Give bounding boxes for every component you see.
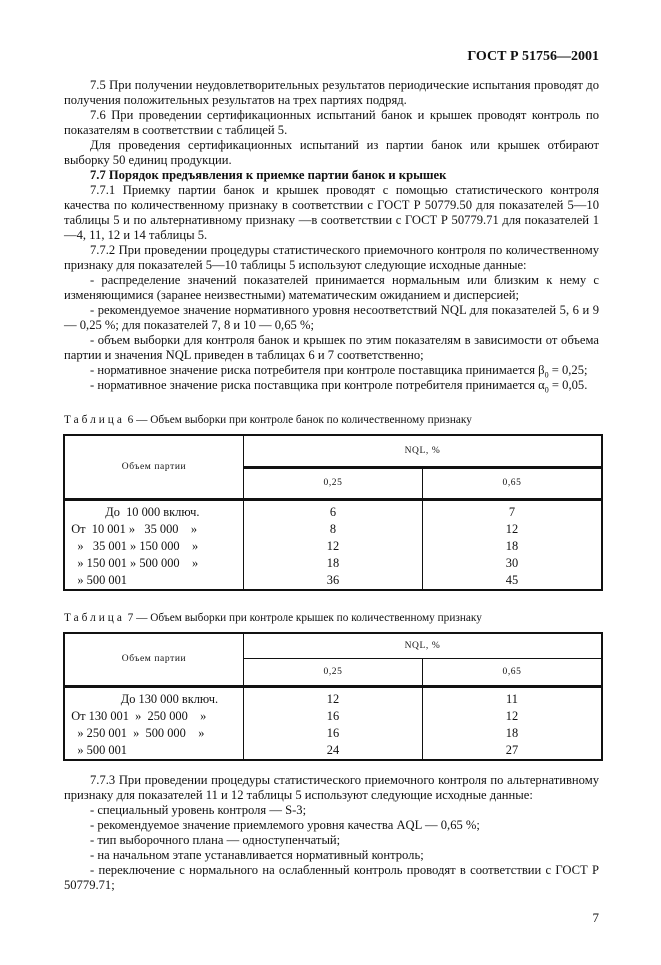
page-number: 7	[592, 910, 600, 925]
paragraph: 7.6 При проведении сертификационных испы…	[64, 108, 599, 137]
body-text-bottom: 7.7.3 При проведении процедуры статистич…	[64, 773, 599, 893]
sample-size-cell: 18	[243, 555, 423, 572]
nql-value: 0,65	[422, 658, 603, 688]
sample-size-cell: 12	[422, 521, 603, 538]
paragraph: - на начальном этапе устанавливается нор…	[90, 848, 424, 862]
sample-size-cell: 16	[243, 708, 423, 725]
paragraph: - тип выборочного плана — одноступенчаты…	[90, 833, 341, 847]
paragraph: 7.5 При получении неудовлетворительных р…	[64, 78, 599, 107]
table-row: » 35 001 » 150 000 » 12 18	[63, 538, 603, 555]
paragraph: - объем выборки для контроля банок и кры…	[64, 333, 599, 362]
paragraph: - рекомендуемое значение нормативного ур…	[64, 303, 599, 332]
table-row: » 500 001 36 45	[63, 572, 603, 590]
col-header-lot: Объем партии	[63, 435, 244, 501]
lot-size-cell: До 130 000 включ.	[63, 686, 244, 708]
sample-size-cell: 45	[422, 572, 603, 590]
sample-size-cell: 7	[422, 499, 603, 521]
table-row: До 10 000 включ. 6 7	[63, 499, 603, 521]
table6-caption: Таблица 6 — Объем выборки при контроле б…	[64, 414, 472, 426]
lot-size-cell: » 150 001 » 500 000 »	[63, 555, 244, 572]
sample-size-cell: 18	[422, 725, 603, 742]
paragraph: 7.7.1 Приемку партии банок и крышек пров…	[64, 183, 599, 242]
paragraph: - специальный уровень контроля — S-3;	[90, 803, 307, 817]
sample-size-cell: 6	[243, 499, 423, 521]
sample-size-cell: 30	[422, 555, 603, 572]
paragraph: Для проведения сертификационных испытани…	[64, 138, 599, 167]
nql-value: 0,65	[422, 467, 603, 501]
table-row: » 250 001 » 500 000 » 16 18	[63, 725, 603, 742]
lot-size-cell: От 10 001 » 35 000 »	[63, 521, 244, 538]
table6: Объем партии NQL, % 0,25 0,65 До 10 000 …	[63, 434, 603, 591]
sample-size-cell: 11	[422, 686, 603, 708]
sample-size-cell: 18	[422, 538, 603, 555]
table7: Объем партии NQL, % 0,25 0,65 До 130 000…	[63, 632, 603, 761]
lot-size-cell: » 500 001	[63, 742, 244, 760]
lot-size-cell: От 130 001 » 250 000 »	[63, 708, 244, 725]
table-row: До 130 000 включ. 12 11	[63, 686, 603, 708]
col-header-nql: NQL, %	[243, 633, 603, 659]
sample-size-cell: 12	[422, 708, 603, 725]
section-heading: 7.7 Порядок предъявления к приемке парти…	[90, 168, 447, 182]
table-row: » 500 001 24 27	[63, 742, 603, 760]
document-header: ГОСТ Р 51756—2001	[467, 49, 599, 64]
table-row: От 10 001 » 35 000 » 8 12	[63, 521, 603, 538]
sample-size-cell: 36	[243, 572, 423, 590]
sample-size-cell: 8	[243, 521, 423, 538]
lot-size-cell: » 250 001 » 500 000 »	[63, 725, 244, 742]
sample-size-cell: 24	[243, 742, 423, 760]
col-header-lot: Объем партии	[63, 633, 244, 688]
table-row: От 130 001 » 250 000 » 16 12	[63, 708, 603, 725]
paragraph: - переключение с нормального на ослаблен…	[64, 863, 599, 892]
nql-value: 0,25	[243, 658, 423, 688]
risk-line-consumer: - нормативное значение риска потребителя…	[90, 363, 588, 380]
sample-size-cell: 16	[243, 725, 423, 742]
sample-size-cell: 12	[243, 538, 423, 555]
body-text-top: 7.5 При получении неудовлетворительных р…	[64, 78, 599, 395]
risk-line-supplier: - нормативное значение риска поставщика …	[90, 378, 588, 395]
paragraph: 7.7.3 При проведении процедуры статистич…	[64, 773, 599, 802]
paragraph: - рекомендуемое значение приемлемого уро…	[90, 818, 480, 832]
table-row: » 150 001 » 500 000 » 18 30	[63, 555, 603, 572]
nql-value: 0,25	[243, 467, 423, 501]
col-header-nql: NQL, %	[243, 435, 603, 469]
lot-size-cell: До 10 000 включ.	[63, 499, 244, 521]
lot-size-cell: » 35 001 » 150 000 »	[63, 538, 244, 555]
paragraph: 7.7.2 При проведении процедуры статистич…	[64, 243, 599, 272]
paragraph: - распределение значений показателей при…	[64, 273, 599, 302]
sample-size-cell: 27	[422, 742, 603, 760]
lot-size-cell: » 500 001	[63, 572, 244, 590]
table7-caption: Таблица 7 — Объем выборки при контроле к…	[64, 612, 482, 624]
sample-size-cell: 12	[243, 686, 423, 708]
